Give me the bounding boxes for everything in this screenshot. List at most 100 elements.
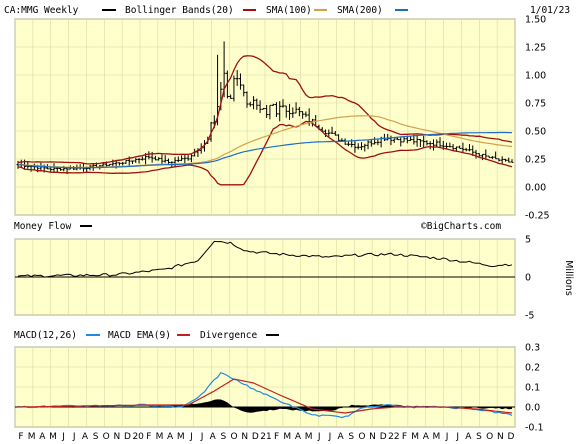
ohlc-bar bbox=[153, 155, 157, 161]
ohlc-bar bbox=[484, 149, 488, 160]
ohlc-bar bbox=[49, 166, 53, 172]
x-tick-label: D bbox=[124, 432, 131, 442]
ohlc-bar bbox=[402, 136, 406, 143]
x-tick-label: 21 bbox=[260, 432, 271, 442]
ohlc-bar bbox=[131, 160, 135, 165]
x-tick-label: M bbox=[283, 432, 291, 442]
ohlc-bar bbox=[55, 167, 59, 173]
sma200-line bbox=[17, 131, 512, 169]
ohlc-bar bbox=[353, 141, 357, 153]
macd-title: MACD(12,26) bbox=[14, 330, 77, 341]
ohlc-bar bbox=[409, 136, 413, 142]
ohlc-bar bbox=[327, 129, 331, 138]
ohlc-bar bbox=[278, 101, 282, 122]
x-tick-label: M bbox=[156, 432, 164, 442]
x-tick-label: D bbox=[252, 432, 259, 442]
ohlc-bar bbox=[431, 139, 435, 151]
ohlc-bar bbox=[229, 94, 233, 99]
price-tick-label: 1.50 bbox=[525, 15, 546, 26]
ohlc-bar bbox=[360, 142, 364, 151]
money-flow-grid bbox=[14, 238, 516, 316]
ohlc-bar bbox=[392, 138, 396, 143]
x-tick-label: J bbox=[317, 432, 321, 442]
x-tick-label: S bbox=[93, 432, 99, 442]
x-tick-label: S bbox=[221, 432, 227, 442]
x-tick-label: 20 bbox=[132, 432, 144, 442]
ohlc-bar bbox=[134, 157, 138, 163]
ohlc-bar bbox=[337, 134, 341, 142]
ohlc-bar bbox=[415, 135, 419, 147]
ohlc-bar bbox=[265, 104, 269, 118]
ohlc-bar bbox=[124, 159, 128, 164]
ohlc-bar bbox=[422, 135, 426, 148]
x-tick-label: 22 bbox=[388, 432, 399, 442]
price-grid bbox=[14, 18, 516, 216]
x-tick-label: O bbox=[230, 432, 237, 442]
ohlc-bar bbox=[242, 84, 246, 97]
x-tick-label: N bbox=[241, 432, 248, 442]
ohlc-bar bbox=[147, 151, 151, 160]
ohlc-bar bbox=[225, 70, 229, 99]
x-tick-label: F bbox=[18, 432, 23, 442]
ohlc-bar bbox=[258, 100, 262, 114]
ohlc-bar bbox=[340, 138, 344, 142]
ohlc-bar bbox=[59, 167, 63, 171]
watermark: ©BigCharts.com bbox=[421, 221, 501, 232]
x-tick-label: M bbox=[411, 432, 419, 442]
x-tick-label: J bbox=[61, 432, 65, 442]
ohlc-bar bbox=[438, 137, 442, 147]
macd-tick-label: 0.0 bbox=[525, 403, 540, 414]
x-tick-label: M bbox=[49, 432, 57, 442]
ohlc-bar bbox=[458, 145, 462, 149]
ohlc-bar bbox=[183, 154, 187, 165]
ohlc-bar bbox=[235, 70, 239, 86]
ohlc-bar bbox=[448, 142, 452, 148]
ohlc-bar bbox=[487, 155, 491, 158]
ohlc-bar bbox=[238, 73, 242, 90]
x-tick-label: M bbox=[305, 432, 313, 442]
ohlc-bar bbox=[189, 153, 193, 163]
macd-ema-label: MACD EMA(9) bbox=[108, 330, 171, 341]
ohlc-bar bbox=[301, 111, 305, 119]
date-label: 1/01/23 bbox=[530, 5, 570, 16]
ohlc-bar bbox=[304, 111, 308, 118]
bollinger-label: Bollinger Bands(20) bbox=[125, 5, 234, 16]
money-flow-title: Money Flow bbox=[14, 221, 71, 232]
ohlc-bar bbox=[477, 153, 481, 157]
x-tick-label: A bbox=[82, 432, 89, 442]
ohlc-bar bbox=[376, 139, 380, 146]
ohlc-bar bbox=[500, 156, 504, 164]
ohlc-bar bbox=[245, 91, 249, 108]
ohlc-bar bbox=[474, 149, 478, 159]
x-tick-label: D bbox=[508, 432, 515, 442]
price-axis: 1.50 1.25 1.00 0.75 0.50 0.25 0.00 -0.25 bbox=[525, 15, 550, 222]
price-tick-label: 0.50 bbox=[525, 127, 546, 138]
x-tick-label: O bbox=[103, 432, 110, 442]
x-tick-label: O bbox=[486, 432, 493, 442]
x-tick-label: F bbox=[402, 432, 407, 442]
sma200-label: SMA(200) bbox=[337, 5, 383, 16]
bollinger-lower-line bbox=[17, 120, 513, 186]
ohlc-bar bbox=[356, 143, 360, 150]
money-flow-line bbox=[17, 240, 513, 278]
ohlc-bar bbox=[268, 104, 272, 120]
ohlc-bar bbox=[503, 158, 507, 162]
ohlc-bar bbox=[366, 140, 370, 150]
ohlc-bar bbox=[271, 103, 275, 107]
ohlc-bar bbox=[140, 156, 144, 161]
x-tick-label: N bbox=[497, 432, 504, 442]
ohlc-bar bbox=[294, 102, 298, 114]
macd-tick-label: -0.1 bbox=[525, 423, 544, 434]
ohlc-bar bbox=[284, 105, 288, 118]
ohlc-bar bbox=[435, 139, 439, 148]
x-tick-label: J bbox=[189, 432, 193, 442]
x-tick-label: N bbox=[114, 432, 121, 442]
ohlc-bar bbox=[428, 141, 432, 150]
macd-tick-label: 0.2 bbox=[525, 363, 540, 374]
divergence-histogram bbox=[18, 399, 512, 413]
x-tick-label: D bbox=[380, 432, 387, 442]
x-tick-label: J bbox=[72, 432, 76, 442]
ohlc-bar bbox=[399, 136, 403, 147]
x-tick-label: S bbox=[476, 432, 482, 442]
ohlc-bar bbox=[108, 163, 112, 166]
